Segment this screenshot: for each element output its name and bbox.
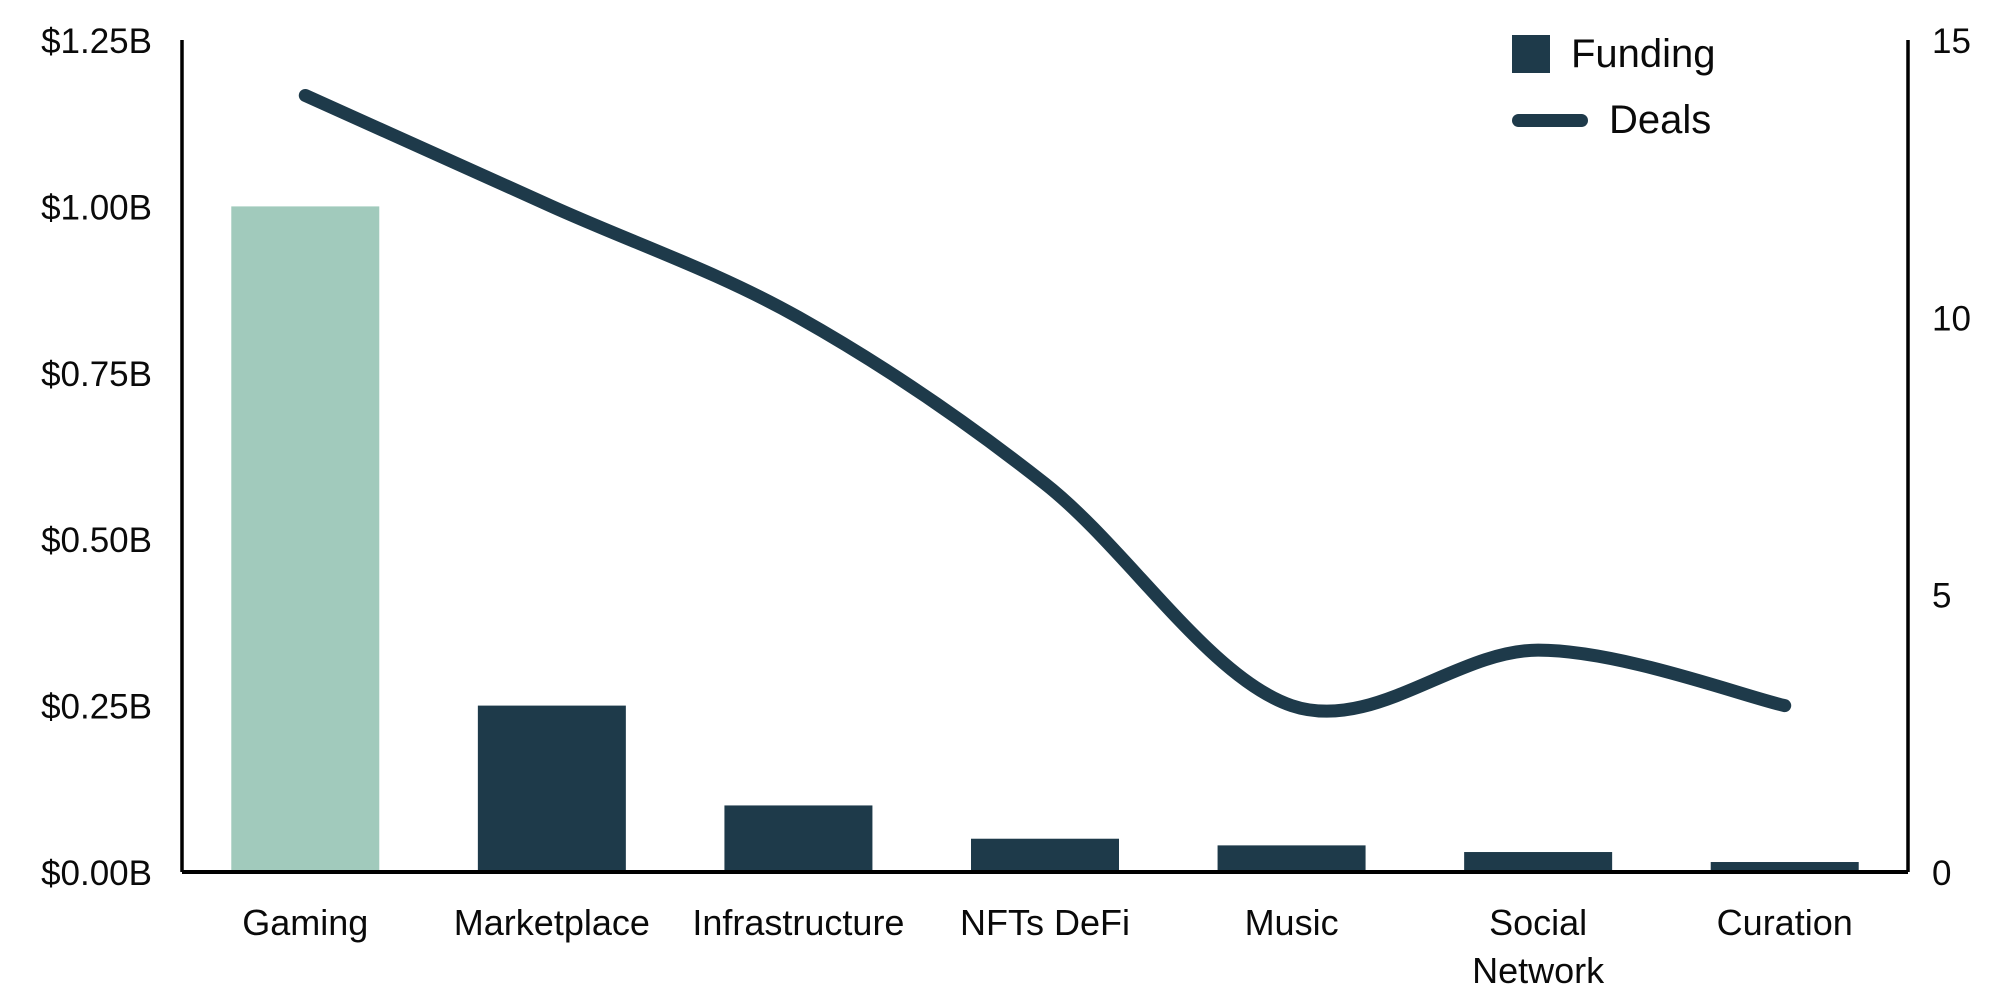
deals-swatch [1512,113,1588,127]
legend-item-deals: Deals [1512,96,1716,144]
deals-line [298,88,1792,718]
bar-gaming [231,206,380,872]
x-axis-label-gaming: Gaming [242,902,368,943]
x-axis-label-curation: Curation [1717,902,1853,943]
bar-curation [1710,862,1859,872]
x-axis-label-marketplace: Marketplace [454,902,650,943]
left-axis-tick-label: $0.75B [41,355,152,394]
legend-label-funding: Funding [1571,32,1716,76]
right-axis-tick-label: 5 [1932,577,1951,616]
left-axis-tick-label: $0.25B [41,688,152,727]
x-axis-label-infrastructure: Infrastructure [692,902,904,943]
bar-marketplace [477,705,626,872]
left-axis-tick-label: $0.50B [41,521,152,560]
left-axis-tick-label: $0.00B [41,854,152,893]
legend: Funding Deals [1512,30,1716,144]
bar-infrastructure [724,805,873,872]
left-axis-tick-label: $1.25B [41,22,152,61]
bar-social-network [1464,852,1613,872]
right-axis-tick-label: 0 [1932,854,1951,893]
bar-nfts-defi [971,838,1119,872]
right-axis-tick-label: 15 [1932,22,1971,61]
right-axis-tick-label: 10 [1932,299,1971,338]
funding-swatch [1512,35,1550,73]
x-axis-label-social-network: Social [1489,902,1587,943]
x-axis-label-social-network: Network [1472,950,1605,991]
legend-item-funding: Funding [1512,30,1716,78]
x-axis-label-nfts-defi: NFTs DeFi [960,902,1130,943]
legend-label-deals: Deals [1609,98,1712,142]
left-axis-tick-label: $1.00B [41,188,152,227]
x-axis-label-music: Music [1245,902,1339,943]
bar-music [1217,845,1366,872]
